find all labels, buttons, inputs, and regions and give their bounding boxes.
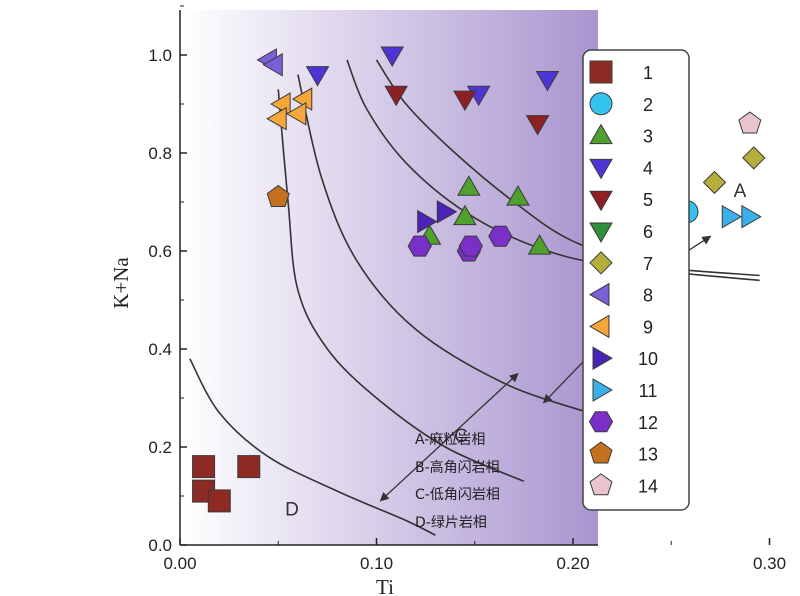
region-label-d: D [285, 500, 299, 521]
x-tick-label: 0.00 [163, 554, 196, 573]
x-tick-label: 0.30 [753, 554, 786, 573]
axes [179, 10, 598, 546]
point-series-3 [506, 185, 530, 206]
legend-label-14: 14 [638, 476, 658, 496]
y-tick-label: 0.6 [148, 242, 172, 261]
legend-label-9: 9 [643, 317, 653, 337]
point-series-12 [458, 235, 483, 257]
point-series-7 [702, 170, 727, 195]
point-series-4 [535, 71, 560, 92]
legend-label-7: 7 [643, 254, 653, 274]
legend-marker-6 [589, 222, 613, 243]
point-series-3 [453, 204, 477, 226]
legend-marker-12 [588, 411, 614, 433]
y-tick-label: 0.4 [148, 340, 172, 359]
point-series-5 [384, 85, 408, 107]
legend-marker-4 [589, 158, 613, 180]
point-series-9 [285, 101, 307, 126]
legend-label-8: 8 [643, 286, 653, 306]
legend-label-4: 4 [643, 158, 653, 178]
point-series-5 [525, 115, 550, 136]
y-tick-label: 0.0 [148, 536, 172, 555]
point-series-4 [380, 46, 405, 67]
facies-label-c: C-低角闪岩相 [415, 487, 500, 503]
legend-marker-1 [589, 60, 613, 84]
point-series-8 [262, 52, 283, 77]
legend-marker-14 [589, 473, 613, 496]
point-series-13 [266, 184, 290, 207]
y-tick-label: 1.0 [148, 46, 172, 65]
x-tick-label: 0.20 [556, 554, 589, 573]
legend-marker-3 [589, 123, 613, 145]
legend-marker-2 [589, 92, 613, 116]
region-label-a: A [734, 181, 747, 202]
legend-marker-9 [589, 314, 610, 339]
axis-ticks: 0.00 0.10 0.20 0.30 0.0 0.2 0.4 0.6 0.8 1.0 [148, 5, 786, 573]
y-tick-label: 0.8 [148, 144, 172, 163]
point-series-11 [741, 204, 762, 229]
legend-label-11: 11 [639, 381, 658, 401]
facies-label-b: B-高角闪岩相 [415, 459, 500, 476]
x-tick-label: 0.10 [360, 554, 393, 573]
x-axis-title: Ti [376, 575, 394, 596]
point-series-1 [192, 455, 216, 479]
legend-marker-11 [592, 378, 613, 402]
point-series-14 [738, 111, 762, 134]
legend-label-13: 13 [638, 445, 658, 465]
facies-label-d: D-绿片岩相 [415, 515, 487, 531]
point-series-10 [417, 209, 438, 234]
point-series-11 [721, 204, 743, 229]
facies-legend: A-麻粒岩相 B-高角闪岩相 C-低角闪岩相 D-绿片岩相 [415, 432, 500, 531]
point-series-5 [453, 90, 477, 112]
point-series-12 [488, 225, 513, 247]
legend-label-12: 12 [638, 413, 658, 433]
legend-label-2: 2 [643, 95, 653, 115]
point-series-10 [436, 199, 458, 224]
legend-box [582, 49, 690, 511]
legend-marker-7 [589, 251, 613, 275]
y-axis-title: K+Na [109, 257, 133, 309]
legend-label-3: 3 [643, 127, 653, 147]
legend-label-6: 6 [643, 222, 653, 242]
legend-marker-10 [592, 346, 613, 371]
point-series-3 [457, 175, 481, 196]
point-series-3 [527, 234, 552, 255]
legend-marker-8 [589, 282, 610, 307]
legend-label-10: 10 [638, 349, 658, 369]
point-series-4 [305, 66, 330, 87]
legend-label-5: 5 [643, 190, 653, 210]
facies-arrow [379, 372, 519, 502]
point-series-1 [207, 489, 231, 513]
legend-marker-5 [589, 190, 613, 212]
point-series-7 [742, 146, 766, 170]
point-series-9 [266, 106, 287, 131]
point-series-12 [407, 235, 432, 257]
region-label-c: C [454, 426, 468, 447]
point-series-1 [237, 455, 261, 479]
facies-label-a: A-麻粒岩相 [415, 432, 485, 448]
boundary-curve [189, 358, 436, 536]
y-tick-label: 0.2 [148, 438, 172, 457]
legend-label-1: 1 [643, 63, 653, 83]
legend-marker-13 [589, 441, 613, 464]
